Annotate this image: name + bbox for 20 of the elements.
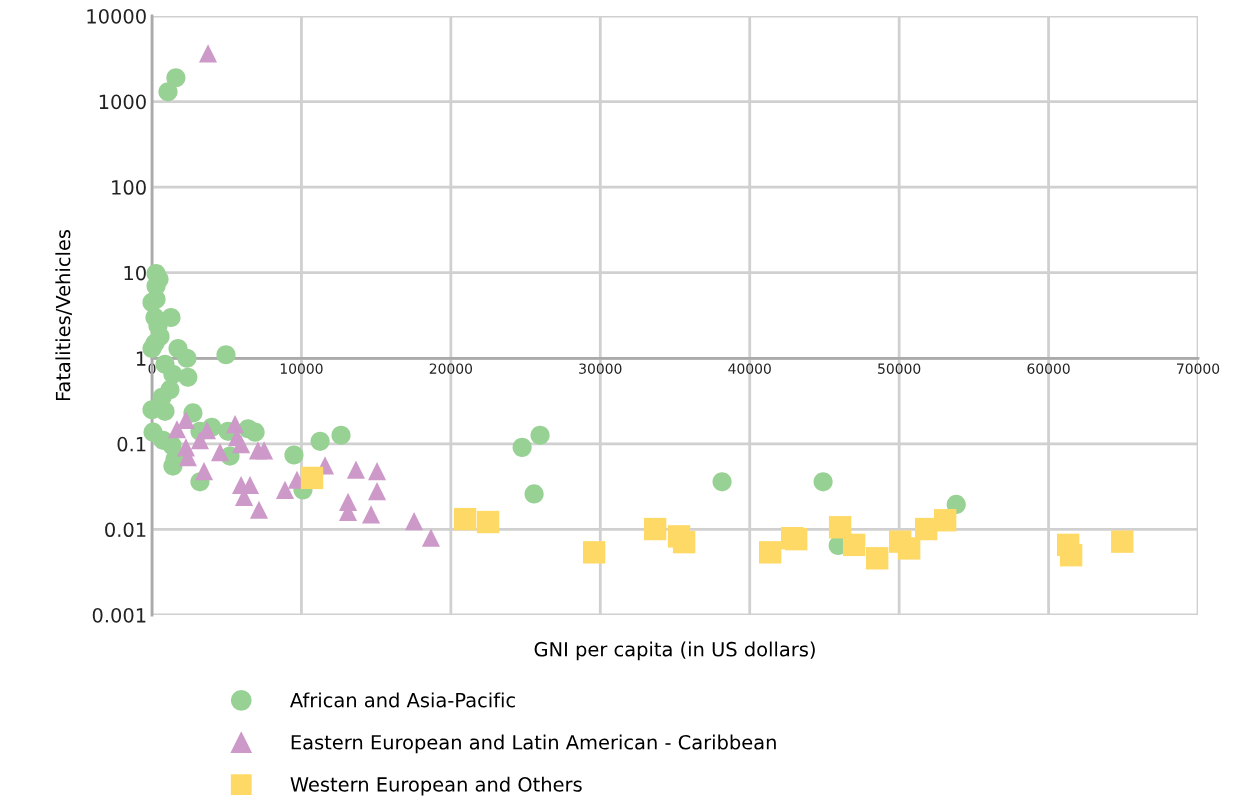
y-axis-title: Fatalities/Vehicles (55, 229, 72, 401)
x-tick-label: 40000 (728, 363, 771, 374)
y-tick-label: 10000 (87, 8, 146, 24)
y-tick-label: 1 (136, 351, 146, 366)
x-tick-label: 30000 (579, 363, 622, 374)
y-tick-label: 0.001 (92, 607, 146, 623)
x-tick-label: 20000 (429, 363, 473, 374)
x-tick-label: 70000 (1177, 363, 1220, 374)
y-tick-label: 0.1 (117, 436, 146, 452)
x-axis-title: GNI per capita (in US dollars) (534, 641, 815, 661)
y-tick-label: 0.01 (105, 522, 146, 538)
y-tick-label: 100 (112, 180, 146, 195)
x-tick-label: 60000 (1027, 363, 1070, 374)
y-tick-label: 10 (124, 265, 146, 281)
y-tick-label: 1000 (99, 94, 146, 110)
x-tick-label: 10000 (280, 363, 323, 374)
x-tick-label: 50000 (878, 363, 921, 374)
legend-label: Eastern European and Latin American - Caribbean (291, 734, 776, 754)
legend-label: Western European and Others (290, 776, 582, 796)
legend-label: African and Asia-Pacific (290, 692, 515, 708)
